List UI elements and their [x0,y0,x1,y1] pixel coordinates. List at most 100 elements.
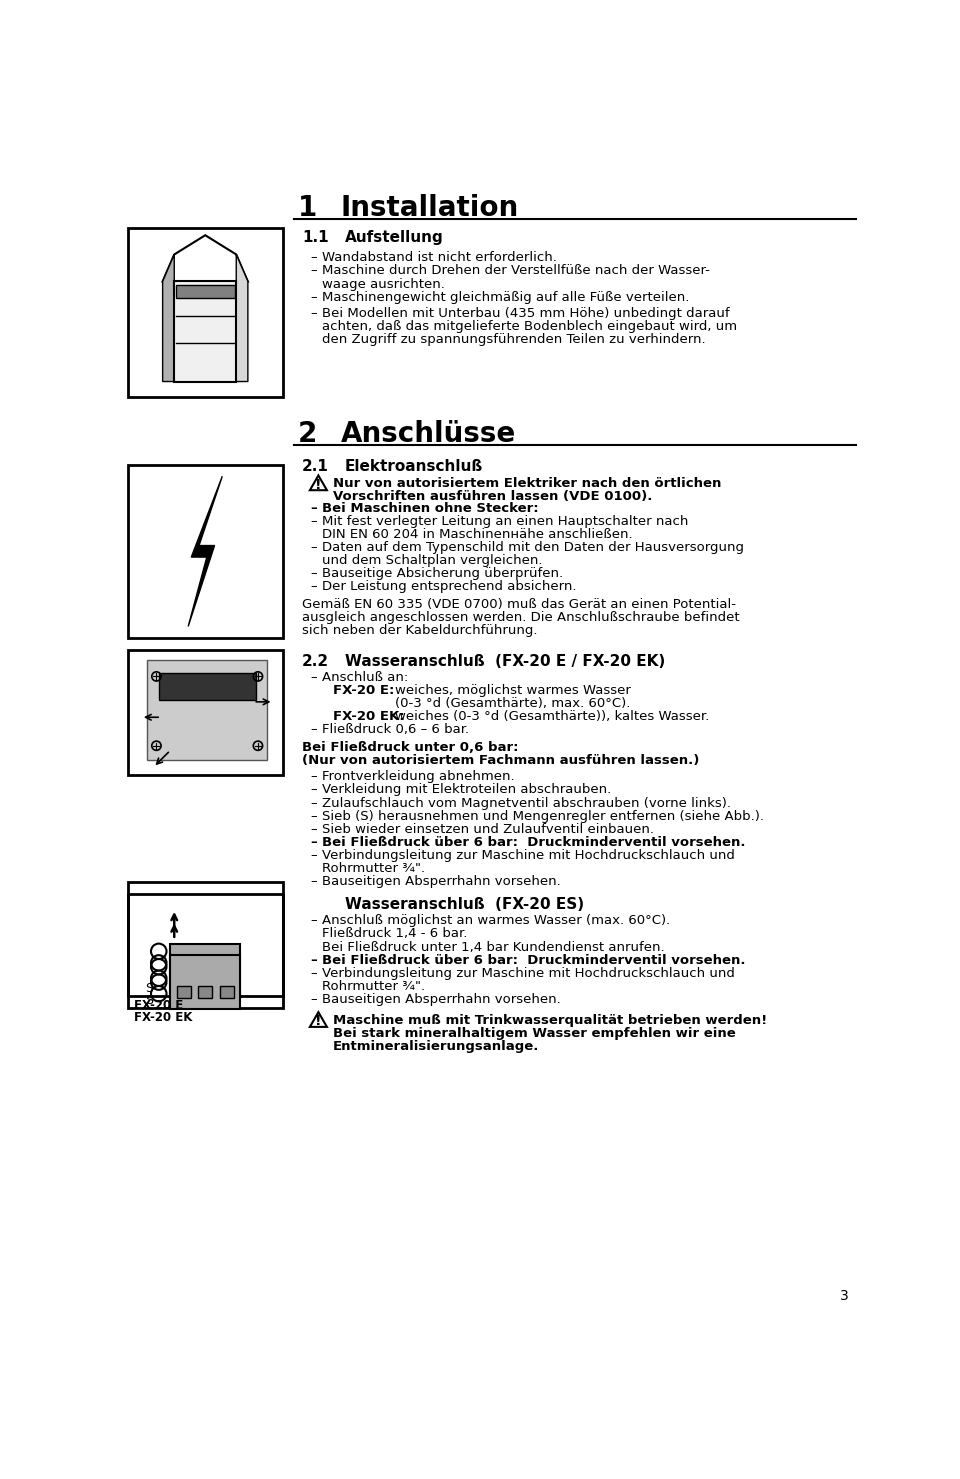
Bar [175,281,236,382]
Text: sich neben der Kabeldurchführung.: sich neben der Kabeldurchführung. [302,624,538,637]
Bar [170,944,240,997]
Text: –: – [310,967,317,979]
Text: den Zugriff zu spannungsführenden Teilen zu verhindern.: den Zugriff zu spannungsführenden Teilen… [322,333,706,346]
Text: FX-20 EK: FX-20 EK [134,1010,192,1023]
Text: –: – [310,954,317,967]
Text: –: – [310,822,317,836]
Text: 3: 3 [840,1290,849,1303]
Text: –: – [310,723,317,737]
Text: Bei Maschinen ohne Stecker:: Bei Maschinen ohne Stecker: [322,501,539,515]
Text: Installation: Installation [341,194,519,222]
Text: Aufstellung: Aufstellung [345,229,444,246]
Text: –: – [310,501,317,515]
Polygon shape [188,476,223,627]
Bar [220,975,234,986]
Bar [128,464,283,637]
Text: 2.2: 2.2 [302,654,329,669]
Text: Bei Fließdruck unter 0,6 bar:: Bei Fließdruck unter 0,6 bar: [302,741,518,754]
Text: Sieb (S) herausnehmen und Mengenregler entfernen (siehe Abb.).: Sieb (S) herausnehmen und Mengenregler e… [322,809,763,822]
Text: ausgleich angeschlossen werden. Die Anschlußschraube befindet: ausgleich angeschlossen werden. Die Ansc… [302,611,740,624]
Text: (Nur von autorisiertem Fachmann ausführen lassen.): (Nur von autorisiertem Fachmann ausführe… [302,754,700,768]
Text: Zulaufschlauch vom Magnetventil abschrauben (vorne links).: Zulaufschlauch vom Magnetventil abschrau… [322,797,731,809]
Text: Bei Modellen mit Unterbau (435 mm Höhe) unbedingt darauf: Bei Modellen mit Unterbau (435 mm Höhe) … [322,306,730,319]
Text: Wasseranschluß  (FX-20 E / FX-20 EK): Wasseranschluß (FX-20 E / FX-20 EK) [345,654,665,669]
Text: FX-20 E: FX-20 E [134,1000,183,1012]
Bar [128,893,283,1007]
Text: Daten auf dem Typenschild mit den Daten der Hausversorgung: Daten auf dem Typenschild mit den Daten … [322,541,743,555]
Bar [220,986,234,997]
Text: Anschluß möglichst an warmes Wasser (max. 60°C).: Anschluß möglichst an warmes Wasser (max… [322,914,670,927]
Bar [199,975,212,986]
Text: achten, daß das mitgelieferte Bodenblech eingebaut wird, um: achten, daß das mitgelieferte Bodenblech… [322,319,736,333]
Text: –: – [310,566,317,580]
Text: FX-20 E:: FX-20 E: [333,685,395,697]
Text: –: – [310,291,317,303]
Text: weiches, möglichst warmes Wasser: weiches, möglichst warmes Wasser [396,685,631,697]
Bar [177,975,190,986]
Text: –: – [310,251,317,265]
Text: –: – [310,671,317,685]
Text: Bei stark mineralhaltigem Wasser empfehlen wir eine: Bei stark mineralhaltigem Wasser empfehl… [333,1026,736,1040]
Text: Elektroanschluß: Elektroanschluß [345,458,483,473]
Text: Maschine durch Drehen der Verstellfüße nach der Wasser-: Maschine durch Drehen der Verstellfüße n… [322,265,709,278]
Text: Entmineralisierungsanlage.: Entmineralisierungsanlage. [333,1040,540,1053]
Text: waage ausrichten.: waage ausrichten. [322,278,444,290]
Text: 1: 1 [299,194,318,222]
Text: Bauseitigen Absperrhahn vorsehen.: Bauseitigen Absperrhahn vorsehen. [322,992,561,1006]
Text: –: – [310,265,317,278]
Bar [147,660,267,760]
Text: Anschluß an:: Anschluß an: [322,671,408,685]
Text: –: – [310,914,317,927]
Text: weiches (0-3 °d (Gesamthärte)), kaltes Wasser.: weiches (0-3 °d (Gesamthärte)), kaltes W… [396,710,709,723]
Text: Bei Fließdruck über 6 bar:  Druckminderventil vorsehen.: Bei Fließdruck über 6 bar: Druckminderve… [322,954,745,967]
Text: 2: 2 [299,420,318,448]
Text: –: – [310,797,317,809]
Text: Mit fest verlegter Leitung an einen Hauptschalter nach: Mit fest verlegter Leitung an einen Haup… [322,515,688,528]
Text: Wandabstand ist nicht erforderlich.: Wandabstand ist nicht erforderlich. [322,251,557,265]
Text: S: S [145,982,153,995]
Text: –: – [310,992,317,1006]
Text: Fließdruck 0,6 – 6 bar.: Fließdruck 0,6 – 6 bar. [322,723,468,737]
Polygon shape [158,673,255,700]
Text: –: – [310,771,317,784]
Text: 1.1: 1.1 [302,229,328,246]
Text: (0-3 °d (Gesamthärte), max. 60°C).: (0-3 °d (Gesamthärte), max. 60°C). [396,697,631,710]
Text: Bei Fließdruck unter 1,4 bar Kundendienst anrufen.: Bei Fließdruck unter 1,4 bar Kundendiens… [322,941,664,954]
Text: !: ! [315,1015,322,1028]
Text: –: – [310,541,317,555]
Polygon shape [236,254,248,382]
Text: Maschinengewicht gleichmäßig auf alle Füße verteilen.: Maschinengewicht gleichmäßig auf alle Fü… [322,291,689,303]
Text: Gemäß EN 60 335 (VDE 0700) muß das Gerät an einen Potential-: Gemäß EN 60 335 (VDE 0700) muß das Gerät… [302,598,736,611]
Bar [128,228,283,396]
Text: Rohrmutter ¾".: Rohrmutter ¾". [322,862,424,876]
Text: Bauseitigen Absperrhahn vorsehen.: Bauseitigen Absperrhahn vorsehen. [322,876,561,887]
Text: –: – [310,580,317,593]
Text: –: – [310,836,317,849]
Text: Verkleidung mit Elektroteilen abschrauben.: Verkleidung mit Elektroteilen abschraube… [322,784,611,797]
Text: Anschlüsse: Anschlüsse [341,420,516,448]
Text: Vorschriften ausführen lassen (VDE 0100).: Vorschriften ausführen lassen (VDE 0100)… [333,490,653,503]
Text: und dem Schaltplan vergleichen.: und dem Schaltplan vergleichen. [322,555,542,566]
Text: S: S [145,994,153,1007]
Text: –: – [310,515,317,528]
Text: Verbindungsleitung zur Maschine mit Hochdruckschlauch und: Verbindungsleitung zur Maschine mit Hoch… [322,849,734,862]
Text: FX-20 EK:: FX-20 EK: [333,710,405,723]
Text: Wasseranschluß  (FX-20 ES): Wasseranschluß (FX-20 ES) [345,898,584,913]
Text: –: – [310,849,317,862]
Text: Fließdruck 1,4 - 6 bar.: Fließdruck 1,4 - 6 bar. [322,927,467,941]
Text: Maschine muß mit Trinkwasserqualität betrieben werden!: Maschine muß mit Trinkwasserqualität bet… [333,1013,767,1026]
Polygon shape [162,254,175,382]
Text: –: – [310,809,317,822]
Bar [170,955,240,1009]
Text: DIN EN 60 204 in Maschinenнähe anschließen.: DIN EN 60 204 in Maschinenнähe anschließ… [322,528,632,541]
Text: Sieb wieder einsetzen und Zulaufventil einbauen.: Sieb wieder einsetzen und Zulaufventil e… [322,822,654,836]
Text: Nur von autorisiertem Elektriker nach den örtlichen: Nur von autorisiertem Elektriker nach de… [333,478,722,490]
Text: –: – [310,876,317,887]
Bar [176,284,234,299]
Bar [128,881,283,995]
Text: 2.1: 2.1 [302,458,329,473]
Text: –: – [310,306,317,319]
Text: Verbindungsleitung zur Maschine mit Hochdruckschlauch und: Verbindungsleitung zur Maschine mit Hoch… [322,967,734,979]
Text: !: ! [315,478,322,493]
Bar [177,986,190,997]
